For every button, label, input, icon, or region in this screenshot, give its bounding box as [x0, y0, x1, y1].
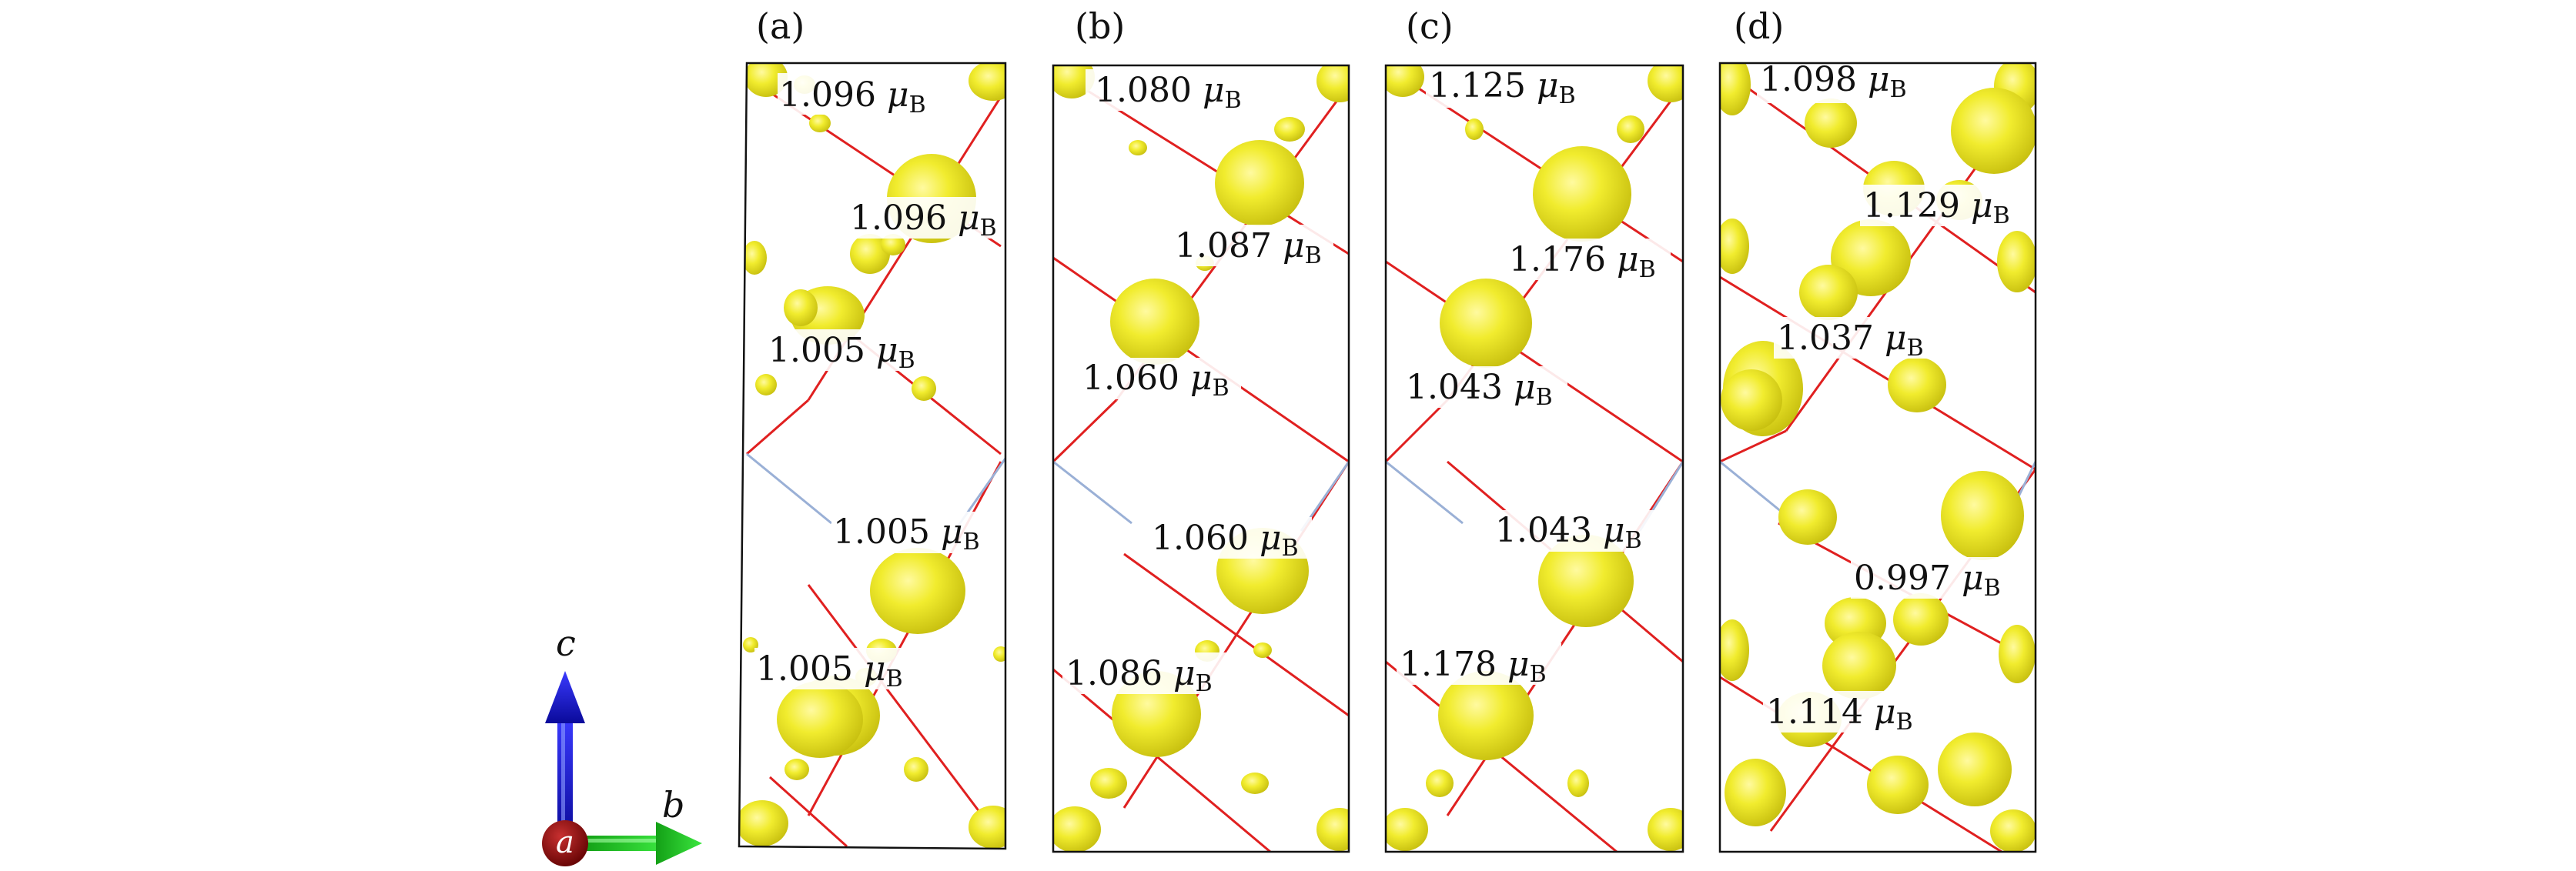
- panel-d: (d): [1718, 5, 2037, 853]
- svg-text:1.060 μB: 1.060 μB: [1152, 519, 1299, 562]
- moment-label: 1.060 μB: [1150, 517, 1312, 562]
- moment-label: 1.037 μB: [1774, 317, 1939, 362]
- svg-text:1.060 μB: 1.060 μB: [1082, 359, 1229, 402]
- moment-label: 1.005 μB: [831, 512, 998, 556]
- moment-label: 1.098 μB: [1757, 60, 1922, 103]
- svg-text:1.098 μB: 1.098 μB: [1760, 60, 1907, 103]
- unit-cell-border: [1052, 64, 1350, 853]
- c-axis-label: c: [556, 622, 576, 664]
- svg-text:1.043 μB: 1.043 μB: [1495, 511, 1642, 554]
- svg-text:1.176 μB: 1.176 μB: [1509, 240, 1656, 283]
- moment-label: 1.086 μB: [1062, 652, 1227, 697]
- moment-label: 1.043 μB: [1403, 366, 1567, 411]
- panel-a: (a): [738, 5, 1007, 850]
- panel-c: (c): [1384, 5, 1684, 853]
- moment-label: 1.087 μB: [1172, 225, 1333, 269]
- panel-label: (d): [1734, 5, 1784, 47]
- moment-label: 1.005 μB: [754, 648, 916, 692]
- svg-text:1.080 μB: 1.080 μB: [1095, 71, 1242, 114]
- isosurface-blobs: [1720, 63, 2036, 852]
- svg-text:1.114 μB: 1.114 μB: [1766, 692, 1913, 736]
- svg-text:1.005 μB: 1.005 μB: [833, 512, 980, 556]
- svg-text:1.087 μB: 1.087 μB: [1175, 226, 1322, 269]
- moment-label: 1.060 μB: [1079, 358, 1241, 402]
- b-axis-label: b: [662, 784, 684, 826]
- unit-cell-border: [738, 62, 1007, 850]
- panel-content: 1.080 μB 1.087 μB 1.060 μB 1.060 μB 1.08…: [1053, 65, 1349, 852]
- moment-label: 0.997 μB: [1851, 557, 2016, 602]
- svg-text:1.178 μB: 1.178 μB: [1400, 645, 1547, 688]
- panel-content: 1.098 μB 1.129 μB 1.037 μB 0.997 μB 1.11…: [1720, 60, 2036, 852]
- svg-text:1.043 μB: 1.043 μB: [1406, 368, 1553, 411]
- moment-label: 1.096 μB: [778, 73, 939, 118]
- moment-label: 1.043 μB: [1492, 510, 1657, 554]
- moment-label: 1.125 μB: [1426, 66, 1587, 109]
- moment-label: 1.080 μB: [1086, 69, 1247, 114]
- svg-text:1.086 μB: 1.086 μB: [1066, 654, 1213, 697]
- moment-label: 1.114 μB: [1763, 691, 1928, 736]
- panel-b: (b): [1052, 5, 1350, 853]
- axes-triad: c b a: [542, 622, 702, 866]
- moment-label: 1.176 μB: [1506, 239, 1671, 283]
- svg-text:1.005 μB: 1.005 μB: [768, 331, 915, 374]
- svg-text:1.037 μB: 1.037 μB: [1777, 319, 1924, 362]
- svg-text:0.997 μB: 0.997 μB: [1854, 559, 2001, 602]
- panel-label: (b): [1075, 5, 1125, 47]
- svg-text:1.125 μB: 1.125 μB: [1429, 66, 1576, 109]
- b-axis-arrow-icon: [585, 822, 702, 865]
- svg-text:1.005 μB: 1.005 μB: [756, 649, 903, 692]
- moment-label: 1.129 μB: [1860, 185, 2025, 229]
- svg-text:1.096 μB: 1.096 μB: [779, 75, 926, 118]
- moment-label: 1.005 μB: [767, 329, 928, 374]
- isosurface-blobs: [739, 63, 1005, 849]
- isosurface-blobs: [1386, 65, 1683, 851]
- isosurface-blobs: [1053, 65, 1349, 852]
- panel-content: 1.125 μB 1.176 μB 1.043 μB 1.043 μB 1.17…: [1386, 65, 1683, 852]
- panel-content: 1.096 μB 1.096 μB 1.005 μB 1.005 μB 1.00…: [739, 63, 1005, 849]
- bond-lines: [1053, 83, 1349, 852]
- svg-text:1.096 μB: 1.096 μB: [850, 199, 997, 242]
- panel-label: (c): [1406, 5, 1454, 47]
- a-axis-sphere-icon: a: [542, 820, 588, 866]
- unit-cell-border: [1718, 62, 2037, 853]
- unit-cell-border: [1384, 64, 1684, 853]
- svg-text:1.129 μB: 1.129 μB: [1863, 186, 2010, 229]
- c-axis-arrow-icon: [545, 671, 585, 839]
- a-axis-label: a: [556, 825, 574, 860]
- moment-label: 1.096 μB: [847, 197, 1005, 242]
- moment-label: 1.178 μB: [1397, 643, 1561, 688]
- panel-label: (a): [756, 5, 805, 47]
